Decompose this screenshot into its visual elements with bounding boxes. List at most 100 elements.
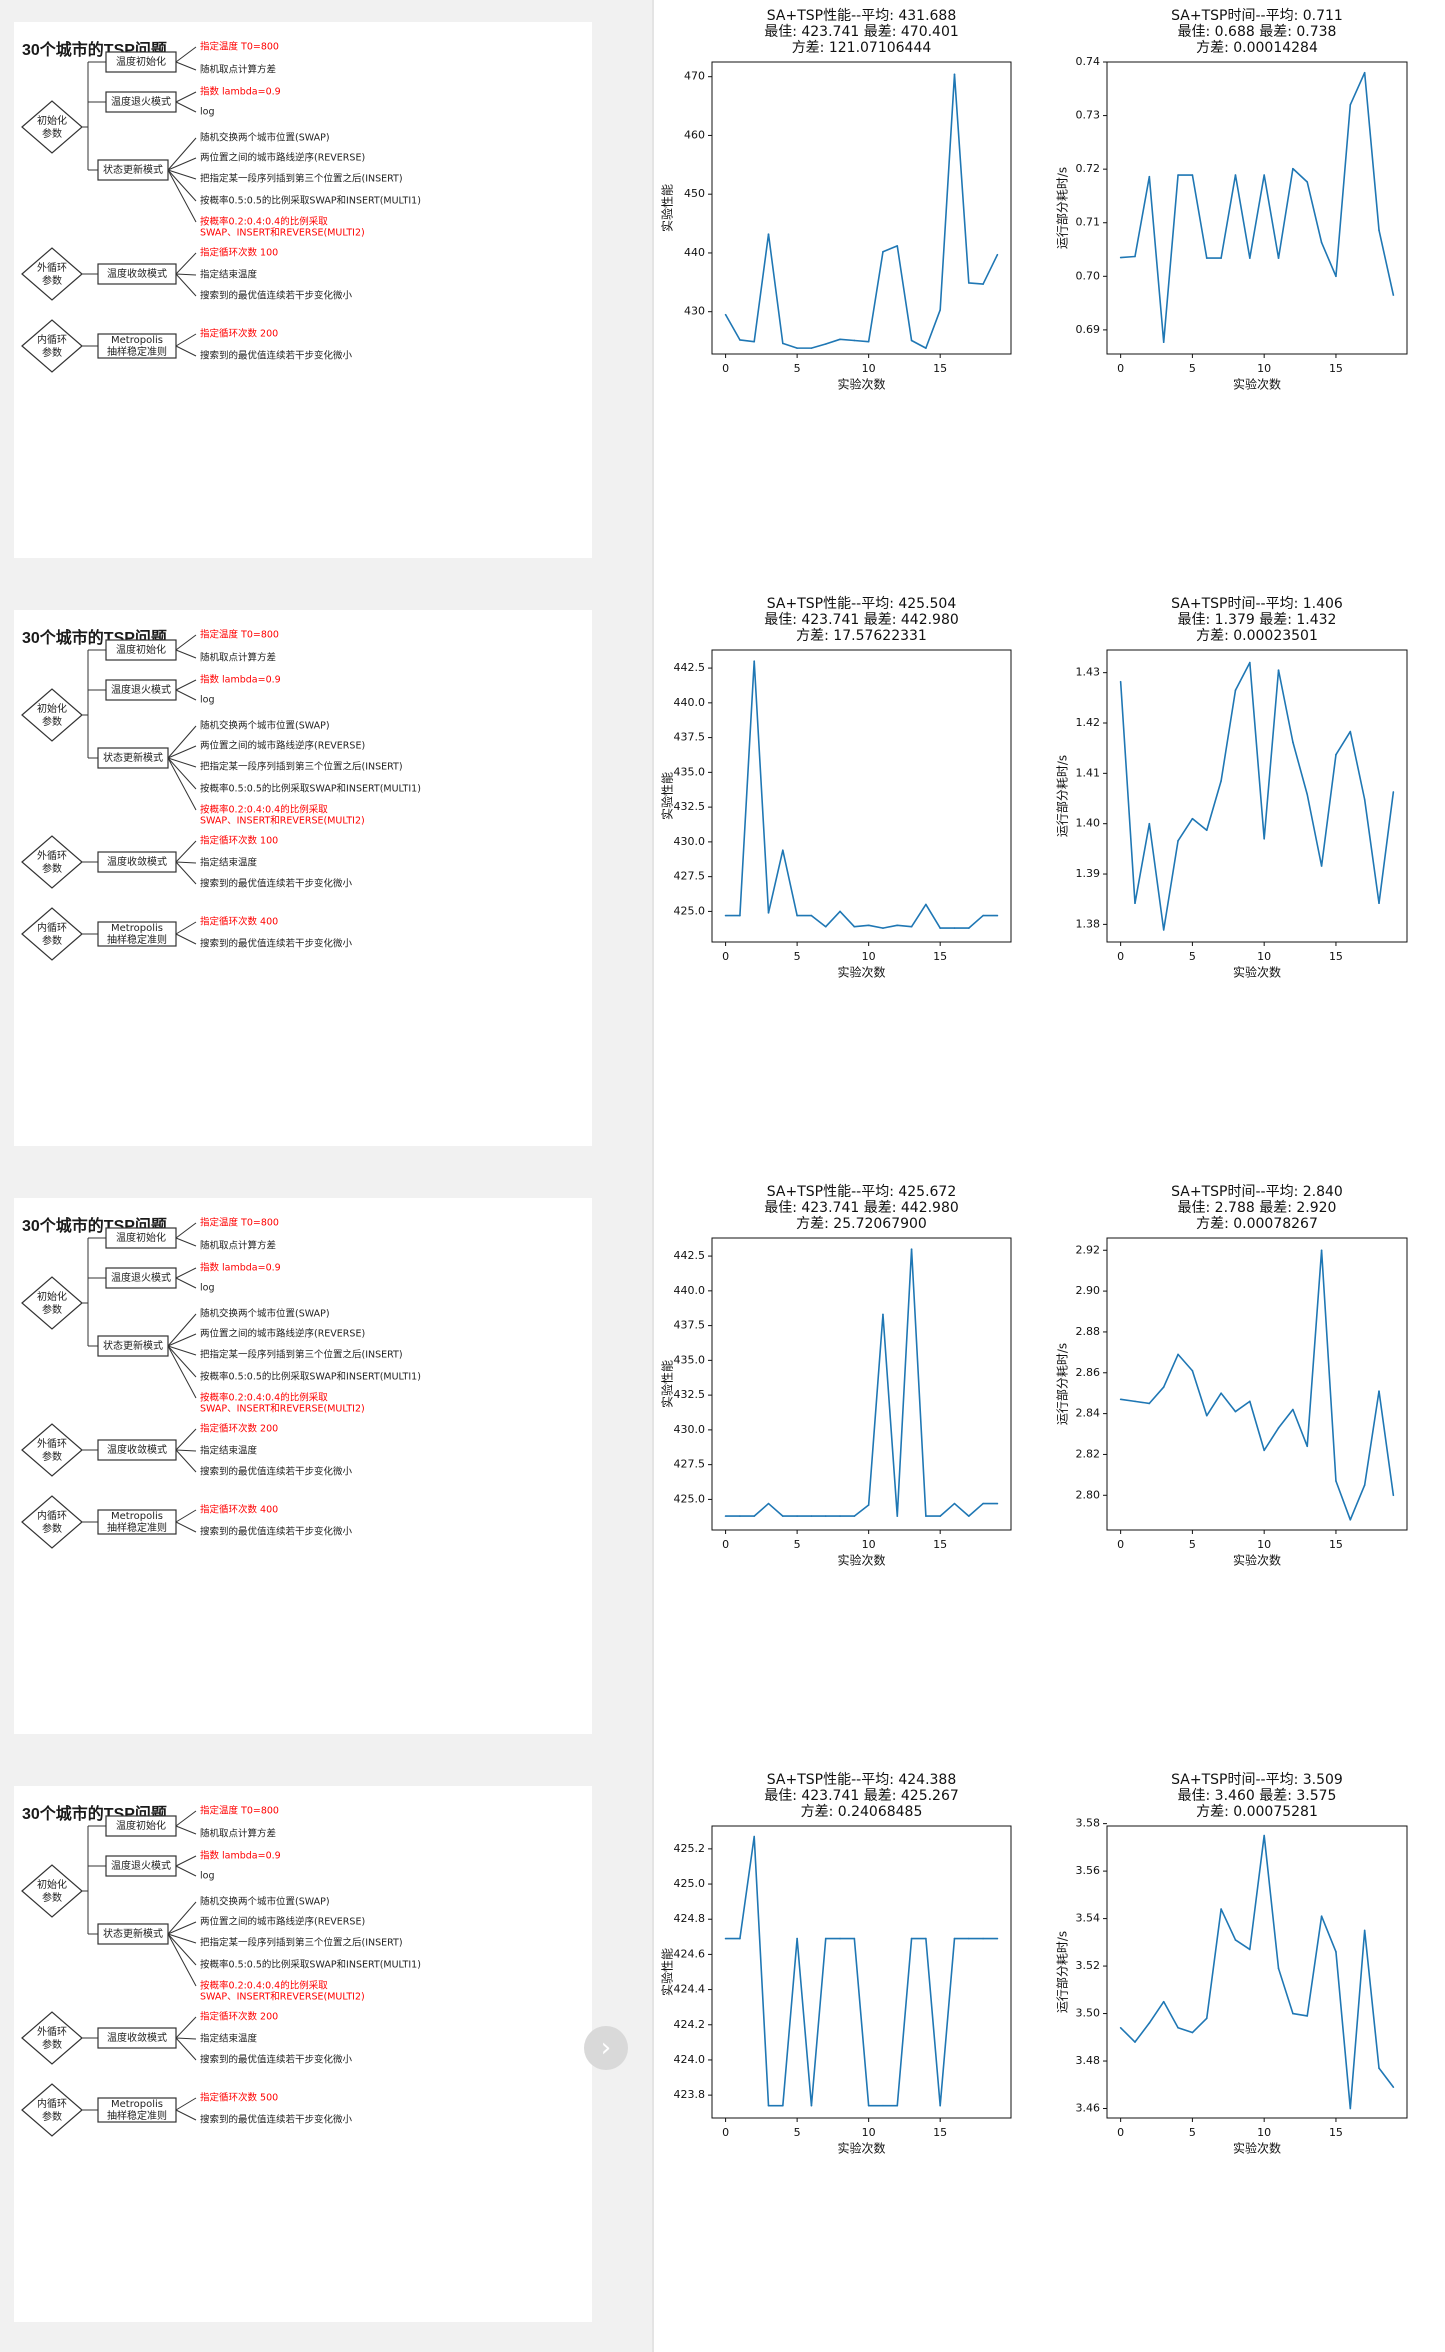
leaf-text: SWAP、INSERT和REVERSE(MULTI2)	[200, 816, 365, 827]
data-point	[839, 910, 841, 913]
data-point	[1392, 2086, 1395, 2088]
data-point	[867, 340, 870, 343]
temp-init-node-label: 温度初始化	[116, 1231, 166, 1244]
y-tick-label: 430.0	[674, 835, 706, 848]
leaf-text: 两位置之间的城市路线逆序(REVERSE)	[200, 1328, 365, 1340]
x-axis-label: 实验次数	[837, 1553, 885, 1568]
leaf-text: 指定温度 T0=800	[200, 1805, 279, 1817]
x-tick-label: 10	[862, 2126, 876, 2139]
next-image-button[interactable]: ›	[584, 2026, 628, 2070]
y-tick-label: 425.0	[674, 904, 706, 917]
x-tick-label: 0	[722, 2126, 729, 2139]
data-point	[767, 912, 770, 914]
data-point	[1277, 669, 1280, 671]
leaf-text: 指定结束温度	[200, 1445, 258, 1457]
update-node-label: 状态更新模式	[103, 163, 163, 176]
leaf-text: 搜索到的最优值连续若干步变化微小	[200, 938, 353, 950]
x-tick-label: 5	[1189, 2126, 1196, 2139]
result-row-3: 30个城市的TSP问题 初始化 参数 温度初始化 温度退火模式 状态更新模式 指定温度 T…	[0, 1176, 1445, 1764]
data-point	[739, 1937, 741, 1940]
data-point	[1177, 174, 1179, 176]
y-tick-label: 1.42	[1076, 716, 1101, 729]
data-point	[839, 338, 841, 341]
data-point	[1320, 1249, 1323, 1252]
data-point	[1234, 1939, 1237, 1941]
y-tick-label: 1.38	[1076, 917, 1101, 930]
leaf-text: 把指定某一段序列插到第三个位置之后(INSERT)	[200, 173, 403, 185]
leaf-text: 按概率0.5:0.5的比例采取SWAP和INSERT(MULTI1)	[200, 1959, 421, 1971]
chart-title-line: 方差: 0.00014284	[1196, 40, 1318, 56]
data-point	[1306, 793, 1309, 796]
series-line	[1120, 1834, 1394, 2110]
data-point	[724, 914, 727, 917]
outer-loop-diamond-label: 外循环	[37, 261, 67, 274]
data-point	[782, 849, 784, 852]
x-tick-label: 15	[933, 950, 947, 963]
x-axis-label: 实验次数	[1233, 2141, 1281, 2156]
leaf-text: 随机取点计算方差	[200, 652, 276, 664]
leaf-text: 指定循环次数 200	[200, 328, 278, 340]
data-point	[1263, 174, 1265, 176]
y-tick-label: 430.0	[674, 1423, 706, 1436]
data-point	[925, 1937, 927, 1940]
data-point	[1277, 1427, 1280, 1429]
metropolis-node-label: 抽样稳定准则	[107, 933, 167, 946]
inner-loop-diamond	[21, 319, 83, 373]
x-tick-label: 5	[1189, 362, 1196, 375]
inner-loop-diamond-label: 参数	[42, 1522, 62, 1535]
data-point	[953, 927, 956, 929]
series-line	[1120, 71, 1395, 344]
data-point	[939, 2104, 941, 2107]
y-axis-label: 运行部分耗时/s	[1055, 167, 1070, 249]
inner-loop-diamond	[21, 907, 83, 961]
y-tick-label: 470	[684, 70, 705, 83]
data-point	[1134, 255, 1136, 258]
chart-title-line: SA+TSP时间--平均: 1.406	[1171, 596, 1343, 612]
mindmap-card: 30个城市的TSP问题 初始化 参数 温度初始化 温度退火模式 状态更新模式 指定温度 T…	[14, 1198, 592, 1734]
data-point	[1220, 780, 1222, 782]
data-point	[996, 1937, 999, 1940]
data-point	[1335, 1951, 1337, 1953]
chart-title-line: 方差: 0.00078267	[1196, 1216, 1318, 1232]
data-point	[1378, 902, 1380, 905]
init-params-diamond-label: 初始化	[37, 702, 67, 715]
leaf-text: log	[200, 695, 214, 706]
data-point	[796, 914, 798, 917]
series-line	[725, 1248, 998, 1517]
y-tick-label: 3.52	[1076, 1959, 1101, 1972]
data-point	[1191, 174, 1194, 176]
leaf-text: SWAP、INSERT和REVERSE(MULTI2)	[200, 228, 365, 239]
series-line	[725, 660, 998, 929]
y-tick-label: 424.0	[674, 2053, 706, 2066]
metropolis-node-label: Metropolis	[111, 2099, 163, 2110]
y-tick-label: 0.74	[1076, 55, 1101, 68]
metropolis-node-label: Metropolis	[111, 1511, 163, 1522]
chart-title-line: 最佳: 423.741 最差: 470.401	[764, 24, 959, 40]
y-tick-label: 3.56	[1076, 1864, 1101, 1877]
y-axis-label: 运行部分耗时/s	[1055, 1931, 1070, 2013]
data-point	[824, 1937, 827, 1940]
data-point	[1306, 181, 1309, 183]
y-tick-label: 427.5	[674, 870, 706, 883]
leaf-text: 指定循环次数 200	[200, 2011, 278, 2023]
data-point	[739, 1515, 741, 1517]
x-tick-label: 15	[933, 2126, 947, 2139]
data-point	[1205, 2017, 1208, 2020]
data-point	[724, 1515, 727, 1517]
chart-title-line: 最佳: 3.460 最差: 3.575	[1178, 1788, 1337, 1804]
leaf-text: 搜索到的最优值连续若干步变化微小	[200, 878, 353, 890]
data-point	[1349, 730, 1352, 733]
data-point	[896, 924, 899, 927]
temp-init-node-label: 温度初始化	[116, 1819, 166, 1832]
data-point	[996, 1502, 999, 1505]
inner-loop-diamond-label: 参数	[42, 346, 62, 359]
init-params-diamond-label: 参数	[42, 715, 62, 728]
metropolis-node	[97, 2097, 177, 2123]
y-tick-label: 0.72	[1076, 162, 1101, 175]
y-tick-label: 442.5	[674, 661, 706, 674]
data-point	[967, 1515, 970, 1517]
